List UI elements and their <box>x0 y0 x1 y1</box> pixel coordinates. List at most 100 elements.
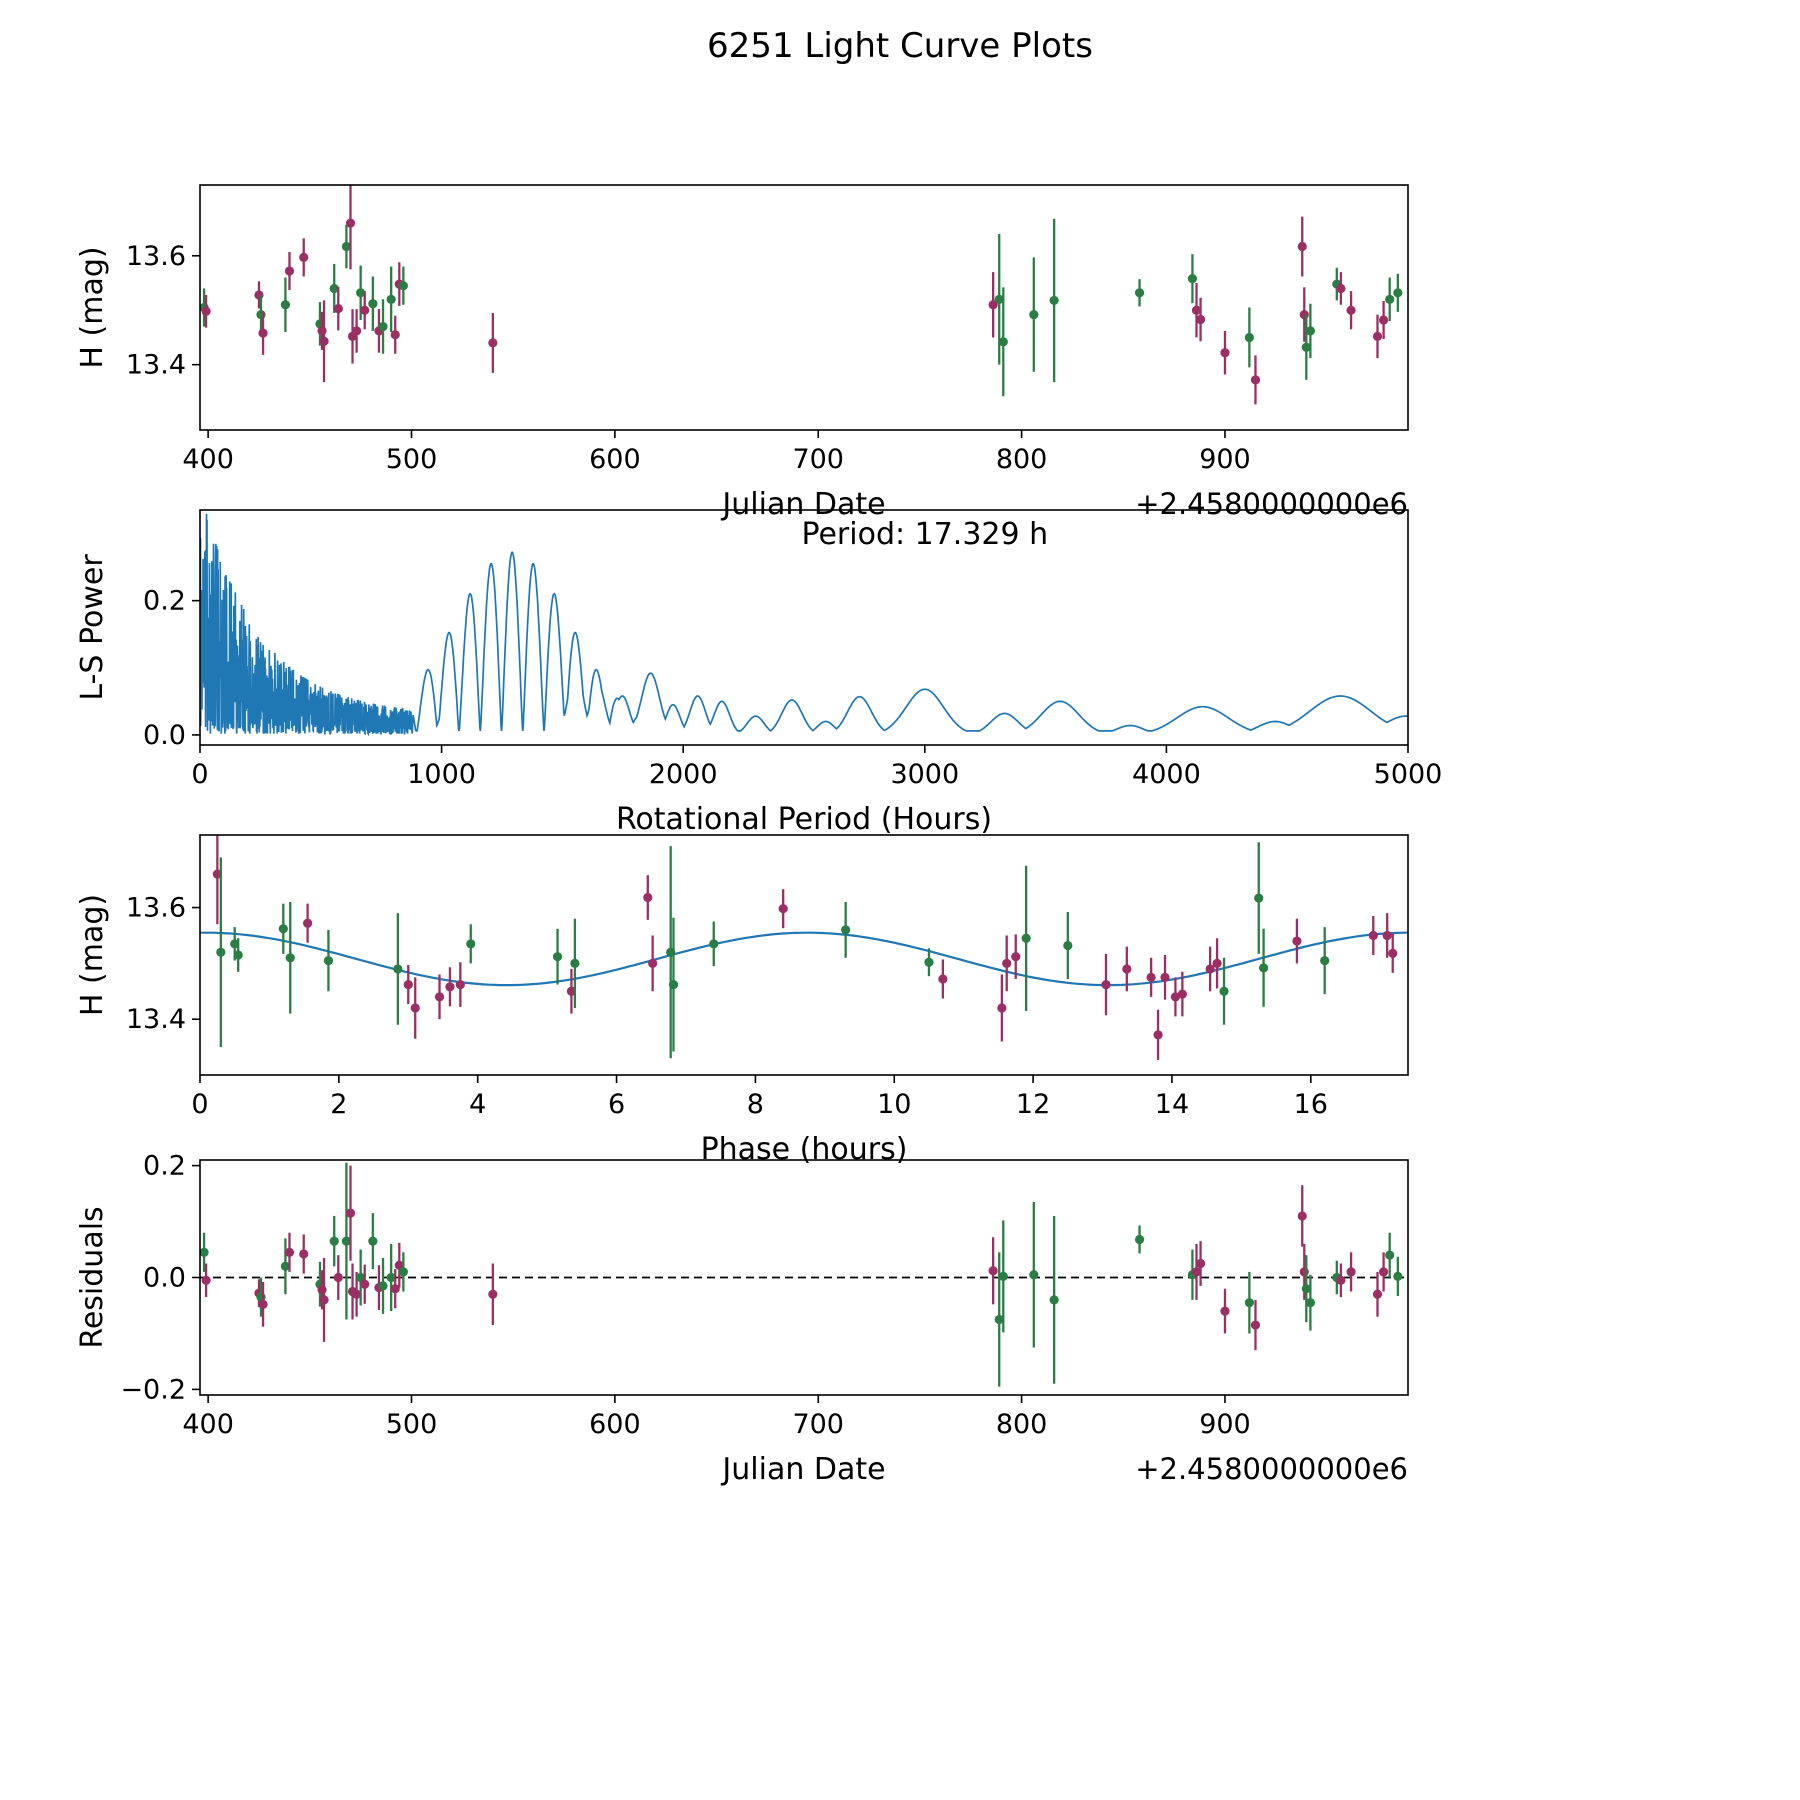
data-point <box>455 979 465 990</box>
axes-frame <box>199 184 1409 431</box>
y-tick-label: 13.4 <box>126 1004 186 1035</box>
data-point <box>410 1003 420 1013</box>
y-axis-label: H (mag) <box>75 894 110 1016</box>
data-point <box>398 1267 408 1277</box>
data-point <box>317 1285 327 1295</box>
x-tick-label: 14 <box>1155 1089 1189 1120</box>
data-point <box>1250 1320 1261 1330</box>
x-tick-label: 400 <box>182 1409 234 1440</box>
x-tick-label: 0 <box>191 1089 208 1120</box>
data-point <box>643 892 653 903</box>
x-tick-label: 0 <box>191 759 208 790</box>
panel-lightcurve: 400 500 600 700 800 900 13.4 13.6 Julian Date +2.… <box>75 184 1409 522</box>
data-point <box>1170 992 1181 1002</box>
x-axis-offset-label: +2.4580000000e6 <box>1135 487 1408 521</box>
x-tick-label: 2000 <box>649 759 718 790</box>
data-point <box>1297 1211 1307 1221</box>
data-point <box>1122 964 1132 974</box>
data-point <box>1336 283 1346 294</box>
data-point <box>285 953 295 963</box>
x-tick-label: 900 <box>1199 1409 1251 1440</box>
data-point <box>345 1208 356 1218</box>
data-point <box>778 904 788 914</box>
data-point <box>394 1260 404 1270</box>
data-point <box>1153 1030 1163 1040</box>
data-point <box>1320 955 1330 966</box>
data-point <box>988 1266 998 1276</box>
data-point <box>1301 342 1311 352</box>
y-tick-label: 0.0 <box>143 720 186 751</box>
data-point <box>230 939 240 949</box>
data-point <box>1219 986 1229 996</box>
data-point <box>1002 958 1012 968</box>
data-point <box>341 241 352 252</box>
panel-residuals: 400 500 600 700 800 900 −0.2 0.0 0.2 Julian Date +… <box>75 1151 1409 1487</box>
x-axis-label: Julian Date <box>720 487 885 522</box>
data-point <box>233 950 243 960</box>
data-point <box>994 294 1004 304</box>
x-tick-label: 1000 <box>407 759 476 790</box>
data-point <box>1195 314 1206 325</box>
data-point <box>1378 315 1389 325</box>
data-point <box>258 328 268 338</box>
data-point <box>333 1272 343 1283</box>
data-point <box>1254 893 1264 903</box>
data-point <box>1021 933 1031 943</box>
data-point <box>201 1275 211 1285</box>
x-tick-label: 12 <box>1016 1089 1050 1120</box>
data-point <box>466 939 476 949</box>
data-point <box>398 281 408 291</box>
data-point <box>1212 958 1222 968</box>
x-tick-label: 6 <box>608 1089 625 1120</box>
data-point <box>1382 930 1392 941</box>
data-point <box>378 321 388 332</box>
y-axis-label: L-S Power <box>75 554 110 701</box>
y-tick-label: 13.6 <box>126 893 186 924</box>
x-axis-label: Julian Date <box>720 1452 885 1487</box>
data-point <box>445 982 455 992</box>
data-point <box>1244 1298 1254 1308</box>
data-point <box>278 924 288 934</box>
data-point <box>1299 309 1309 320</box>
x-tick-label: 800 <box>996 444 1048 475</box>
x-tick-label: 5000 <box>1374 759 1443 790</box>
y-axis-label: H (mag) <box>75 246 110 368</box>
data-point <box>284 266 295 276</box>
data-point <box>988 300 998 310</box>
data-point <box>1385 294 1395 304</box>
data-point <box>303 918 313 928</box>
data-point <box>200 1247 209 1257</box>
data-point <box>1029 1270 1039 1280</box>
data-point <box>938 974 948 984</box>
figure-title: 6251 Light Curve Plots <box>707 26 1093 66</box>
data-point <box>393 964 403 974</box>
data-point <box>319 1295 329 1305</box>
panel-phase: 0 2 4 6 8 10 12 14 16 13.4 13.6 Phase (hours) H (mag… <box>75 834 1409 1167</box>
x-axis-label: Phase (hours) <box>701 1132 908 1167</box>
data-point <box>570 958 580 968</box>
data-point <box>386 294 396 304</box>
data-point <box>1258 963 1269 973</box>
data-point <box>648 958 658 968</box>
data-point <box>1220 348 1230 358</box>
panel-periodogram: 0 1000 2000 3000 4000 5000 0.0 0.2 Rotational Pe… <box>75 509 1443 837</box>
data-point <box>1385 1250 1395 1260</box>
data-point <box>1049 295 1059 306</box>
x-tick-label: 16 <box>1294 1089 1328 1120</box>
period-annotation: Period: 17.329 h <box>801 517 1048 552</box>
x-tick-label: 4 <box>469 1089 486 1120</box>
data-point <box>1368 930 1378 941</box>
x-tick-label: 10 <box>877 1089 911 1120</box>
data-point <box>319 336 329 346</box>
data-point <box>1393 1271 1403 1281</box>
x-tick-label: 800 <box>996 1409 1048 1440</box>
x-tick-label: 900 <box>1199 444 1251 475</box>
data-point <box>216 947 226 957</box>
data-point <box>1146 972 1156 982</box>
x-tick-label: 400 <box>182 444 234 475</box>
data-point <box>280 300 291 310</box>
y-tick-label: −0.2 <box>120 1374 186 1405</box>
data-point <box>1187 274 1198 284</box>
data-point <box>1160 972 1170 982</box>
